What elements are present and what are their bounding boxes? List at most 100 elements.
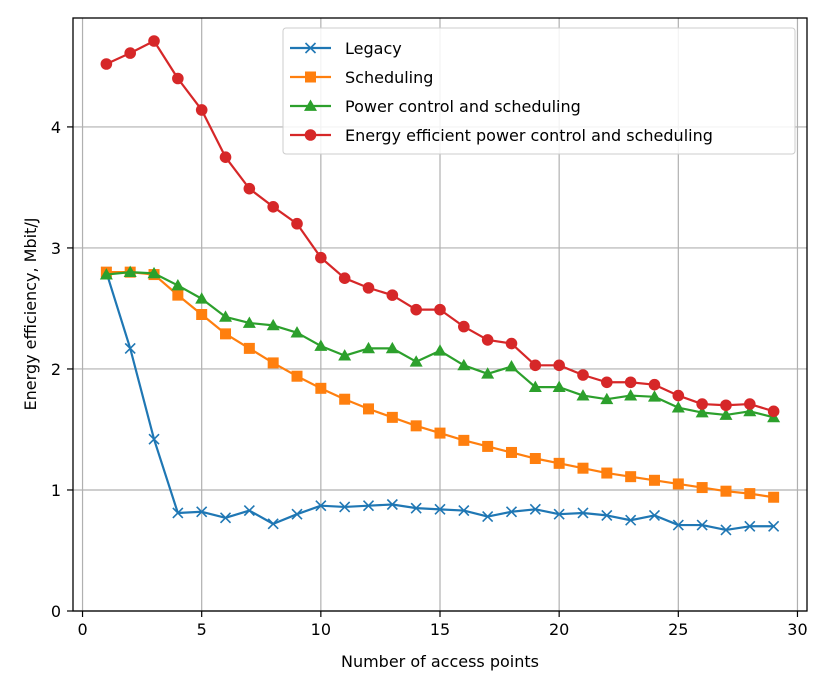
data-point (529, 359, 542, 372)
data-point (195, 292, 209, 304)
data-point (720, 399, 732, 412)
series-2 (99, 265, 781, 423)
data-point (720, 485, 732, 497)
data-point (386, 411, 398, 423)
data-point (648, 378, 661, 391)
data-point (291, 370, 303, 382)
data-point (696, 398, 708, 410)
data-point (315, 251, 327, 264)
data-point (219, 512, 232, 524)
data-point (147, 266, 161, 279)
data-point (339, 501, 351, 513)
data-point (314, 339, 328, 351)
data-point (339, 393, 351, 405)
data-point (219, 151, 232, 163)
data-point (577, 369, 589, 381)
data-point (196, 506, 208, 518)
data-point (768, 491, 780, 503)
legend-item: Legacy (290, 39, 402, 58)
data-point (315, 500, 327, 512)
data-point (266, 318, 280, 331)
data-point (576, 389, 590, 401)
data-point (504, 360, 518, 372)
x-tick-label: 0 (77, 620, 87, 639)
data-point (172, 507, 184, 519)
data-point (744, 488, 756, 500)
data-point (243, 342, 255, 354)
data-point (409, 355, 423, 367)
data-point (124, 47, 136, 59)
data-point (601, 509, 613, 521)
data-point (363, 403, 375, 415)
legend-item: Scheduling (290, 68, 433, 87)
x-tick-label: 25 (668, 620, 688, 639)
data-point (672, 519, 684, 531)
data-point (481, 367, 495, 379)
data-point (695, 406, 709, 418)
data-point (362, 282, 375, 294)
y-tick-label: 2 (51, 360, 61, 379)
data-point (577, 462, 589, 474)
data-point (624, 376, 637, 389)
data-point (458, 434, 470, 446)
data-point (362, 341, 376, 354)
data-point (743, 404, 757, 417)
data-point (529, 503, 541, 515)
data-point (219, 310, 233, 322)
data-point (481, 334, 494, 346)
data-point (648, 509, 661, 521)
legend: Legacy Scheduling Power control and schedu… (282, 27, 796, 155)
data-point (505, 506, 518, 518)
data-point (505, 446, 517, 458)
legend-marker (304, 42, 317, 54)
data-point (552, 380, 566, 392)
data-point (624, 389, 638, 401)
data-point (482, 440, 494, 452)
data-point (243, 504, 255, 517)
data-point (315, 382, 327, 394)
data-point (672, 478, 684, 490)
data-point (458, 320, 470, 333)
legend-marker (304, 129, 317, 141)
axis-ticks: 0 5 10 15 20 25 30 0 1 2 3 4 (51, 118, 808, 639)
data-point (267, 357, 279, 369)
legend-label: Legacy (345, 39, 402, 58)
data-point (123, 265, 137, 278)
legend-label: Scheduling (345, 68, 433, 87)
data-point (482, 511, 494, 523)
plot-frame (72, 17, 808, 612)
y-tick-label: 3 (51, 239, 61, 258)
series-0 (100, 266, 780, 536)
x-axis-label: Number of access points (341, 652, 539, 671)
data-point (625, 471, 637, 483)
data-point (338, 349, 352, 361)
legend-item: Energy efficient power control and sched… (290, 126, 713, 145)
series-3 (100, 35, 780, 418)
data-point (648, 474, 660, 486)
data-point (243, 182, 256, 195)
data-point (529, 453, 541, 465)
data-point (505, 337, 518, 350)
data-point (768, 520, 780, 532)
data-point (601, 467, 613, 479)
x-tick-label: 30 (787, 620, 807, 639)
data-point (458, 504, 470, 517)
y-axis-label: Energy efficiency, Mbit/J (21, 218, 40, 411)
data-point (267, 200, 279, 213)
data-point (386, 498, 398, 511)
data-point (386, 289, 399, 301)
legend-item: Power control and scheduling (290, 97, 581, 116)
x-tick-label: 5 (197, 620, 207, 639)
x-tick-label: 20 (549, 620, 569, 639)
data-point (220, 328, 232, 340)
data-point (577, 507, 589, 519)
legend-label: Energy efficient power control and sched… (345, 126, 713, 145)
legend-marker (305, 71, 316, 83)
data-point (696, 482, 708, 494)
data-point (410, 303, 422, 316)
data-point (671, 401, 685, 413)
x-tick-label: 15 (430, 620, 450, 639)
data-point (385, 341, 399, 354)
legend-box (282, 27, 796, 155)
data-point (124, 342, 136, 354)
